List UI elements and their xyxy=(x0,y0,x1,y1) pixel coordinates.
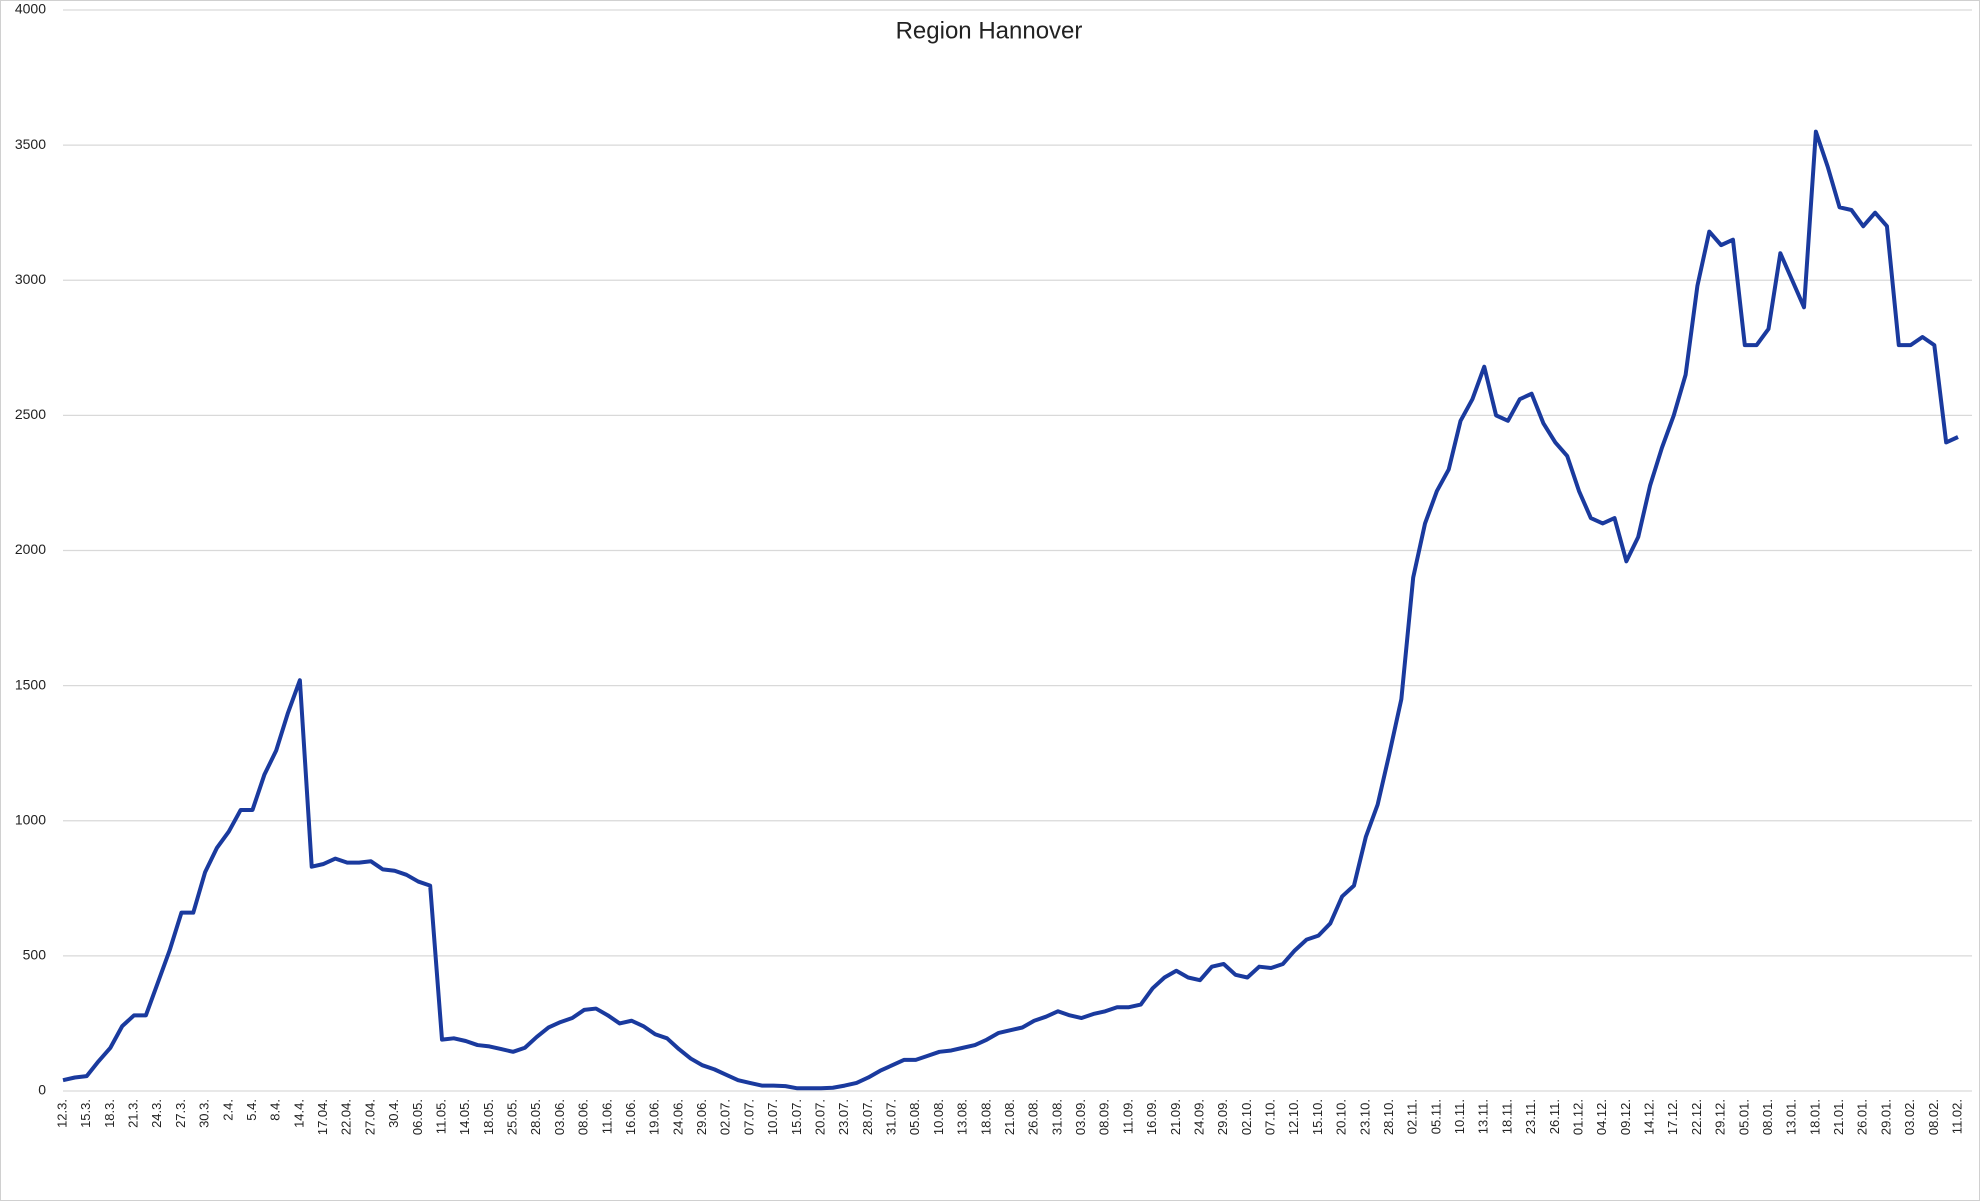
x-tick-label: 28.07. xyxy=(860,1099,875,1135)
x-tick-label: 18.05. xyxy=(481,1099,496,1135)
x-tick-label: 08.02. xyxy=(1926,1099,1941,1135)
x-tick-label: 21.3. xyxy=(126,1099,141,1128)
x-tick-label: 13.01. xyxy=(1784,1099,1799,1135)
x-tick-label: 05.01. xyxy=(1736,1099,1751,1135)
x-tick-label: 16.06. xyxy=(623,1099,638,1135)
y-tick-label: 2500 xyxy=(15,406,46,422)
x-tick-label: 11.02. xyxy=(1949,1099,1964,1134)
x-tick-label: 27.04. xyxy=(362,1099,377,1135)
x-tick-label: 01.12. xyxy=(1570,1099,1585,1135)
x-tick-label: 10.07. xyxy=(765,1099,780,1135)
x-tick-label: 31.07. xyxy=(884,1099,899,1135)
y-tick-label: 3000 xyxy=(15,271,46,287)
x-tick-label: 26.08. xyxy=(1026,1099,1041,1135)
x-tick-label: 14.05. xyxy=(457,1099,472,1135)
x-tick-label: 26.01. xyxy=(1855,1099,1870,1135)
x-tick-label: 20.07. xyxy=(812,1099,827,1135)
x-tick-label: 14.4. xyxy=(291,1099,306,1128)
x-tick-label: 07.07. xyxy=(741,1099,756,1135)
x-tick-label: 2.4. xyxy=(220,1099,235,1121)
x-tick-label: 22.04. xyxy=(339,1099,354,1135)
x-tick-label: 08.01. xyxy=(1760,1099,1775,1135)
x-tick-label: 19.06. xyxy=(647,1099,662,1135)
x-tick-label: 23.07. xyxy=(836,1099,851,1135)
y-tick-label: 2000 xyxy=(15,541,46,557)
x-tick-label: 17.12. xyxy=(1665,1099,1680,1135)
x-tick-label: 26.11. xyxy=(1547,1099,1562,1134)
x-tick-label: 15.10. xyxy=(1310,1099,1325,1135)
x-tick-label: 28.05. xyxy=(528,1099,543,1135)
x-tick-label: 20.10. xyxy=(1334,1099,1349,1135)
x-tick-label: 31.08. xyxy=(1049,1099,1064,1135)
x-tick-label: 05.08. xyxy=(907,1099,922,1135)
x-tick-label: 03.02. xyxy=(1902,1099,1917,1135)
x-tick-label: 24.3. xyxy=(149,1099,164,1128)
x-tick-label: 27.3. xyxy=(173,1099,188,1128)
x-tick-label: 18.11. xyxy=(1499,1099,1514,1134)
x-tick-label: 5.4. xyxy=(244,1099,259,1121)
x-tick-label: 29.12. xyxy=(1713,1099,1728,1135)
y-tick-label: 3500 xyxy=(15,136,46,152)
x-tick-label: 04.12. xyxy=(1594,1099,1609,1135)
x-tick-label: 11.09. xyxy=(1120,1099,1135,1134)
x-tick-label: 11.06. xyxy=(599,1099,614,1134)
x-tick-label: 12.10. xyxy=(1286,1099,1301,1135)
x-tick-label: 11.05. xyxy=(433,1099,448,1134)
x-tick-label: 18.08. xyxy=(978,1099,993,1135)
x-tick-label: 25.05. xyxy=(505,1099,520,1135)
x-tick-label: 30.4. xyxy=(386,1099,401,1128)
x-tick-label: 03.06. xyxy=(552,1099,567,1135)
x-tick-label: 24.06. xyxy=(670,1099,685,1135)
x-tick-label: 18.01. xyxy=(1807,1099,1822,1135)
x-tick-label: 09.12. xyxy=(1618,1099,1633,1135)
chart-title: Region Hannover xyxy=(896,17,1083,44)
x-tick-label: 08.06. xyxy=(576,1099,591,1135)
data-line xyxy=(62,129,1959,1091)
x-tick-label: 13.08. xyxy=(955,1099,970,1135)
y-tick-label: 1000 xyxy=(15,811,46,827)
x-tick-label: 15.07. xyxy=(789,1099,804,1135)
x-tick-label: 30.3. xyxy=(197,1099,212,1128)
x-tick-label: 02.07. xyxy=(718,1099,733,1135)
y-tick-label: 1500 xyxy=(15,676,46,692)
x-tick-label: 16.09. xyxy=(1144,1099,1159,1135)
x-tick-label: 18.3. xyxy=(102,1099,117,1128)
y-tick-label: 500 xyxy=(23,947,47,963)
x-tick-label: 12.3. xyxy=(54,1099,69,1128)
x-tick-label: 29.06. xyxy=(694,1099,709,1135)
x-tick-label: 21.01. xyxy=(1831,1099,1846,1135)
x-tick-label: 28.10. xyxy=(1381,1099,1396,1135)
x-tick-label: 13.11. xyxy=(1476,1099,1491,1134)
x-tick-label: 24.09. xyxy=(1191,1099,1206,1135)
x-tick-label: 21.09. xyxy=(1168,1099,1183,1135)
x-tick-label: 29.09. xyxy=(1215,1099,1230,1135)
x-tick-label: 08.09. xyxy=(1097,1099,1112,1135)
y-tick-label: 4000 xyxy=(15,1,46,17)
x-tick-label: 17.04. xyxy=(315,1099,330,1135)
x-tick-label: 15.3. xyxy=(78,1099,93,1128)
x-tick-label: 02.11. xyxy=(1405,1099,1420,1134)
x-tick-label: 14.12. xyxy=(1642,1099,1657,1135)
x-tick-label: 10.08. xyxy=(931,1099,946,1135)
x-tick-label: 02.10. xyxy=(1239,1099,1254,1135)
x-tick-label: 03.09. xyxy=(1073,1099,1088,1135)
x-tick-label: 8.4. xyxy=(268,1099,283,1121)
x-tick-label: 05.11. xyxy=(1428,1099,1443,1134)
x-tick-label: 07.10. xyxy=(1263,1099,1278,1135)
x-tick-label: 23.11. xyxy=(1523,1099,1538,1134)
x-tick-label: 22.12. xyxy=(1689,1099,1704,1135)
y-tick-label: 0 xyxy=(38,1082,46,1098)
x-tick-label: 10.11. xyxy=(1452,1099,1467,1134)
x-tick-label: 06.05. xyxy=(410,1099,425,1135)
x-tick-label: 29.01. xyxy=(1878,1099,1893,1135)
x-tick-label: 23.10. xyxy=(1357,1099,1372,1135)
x-tick-label: 21.08. xyxy=(1002,1099,1017,1135)
